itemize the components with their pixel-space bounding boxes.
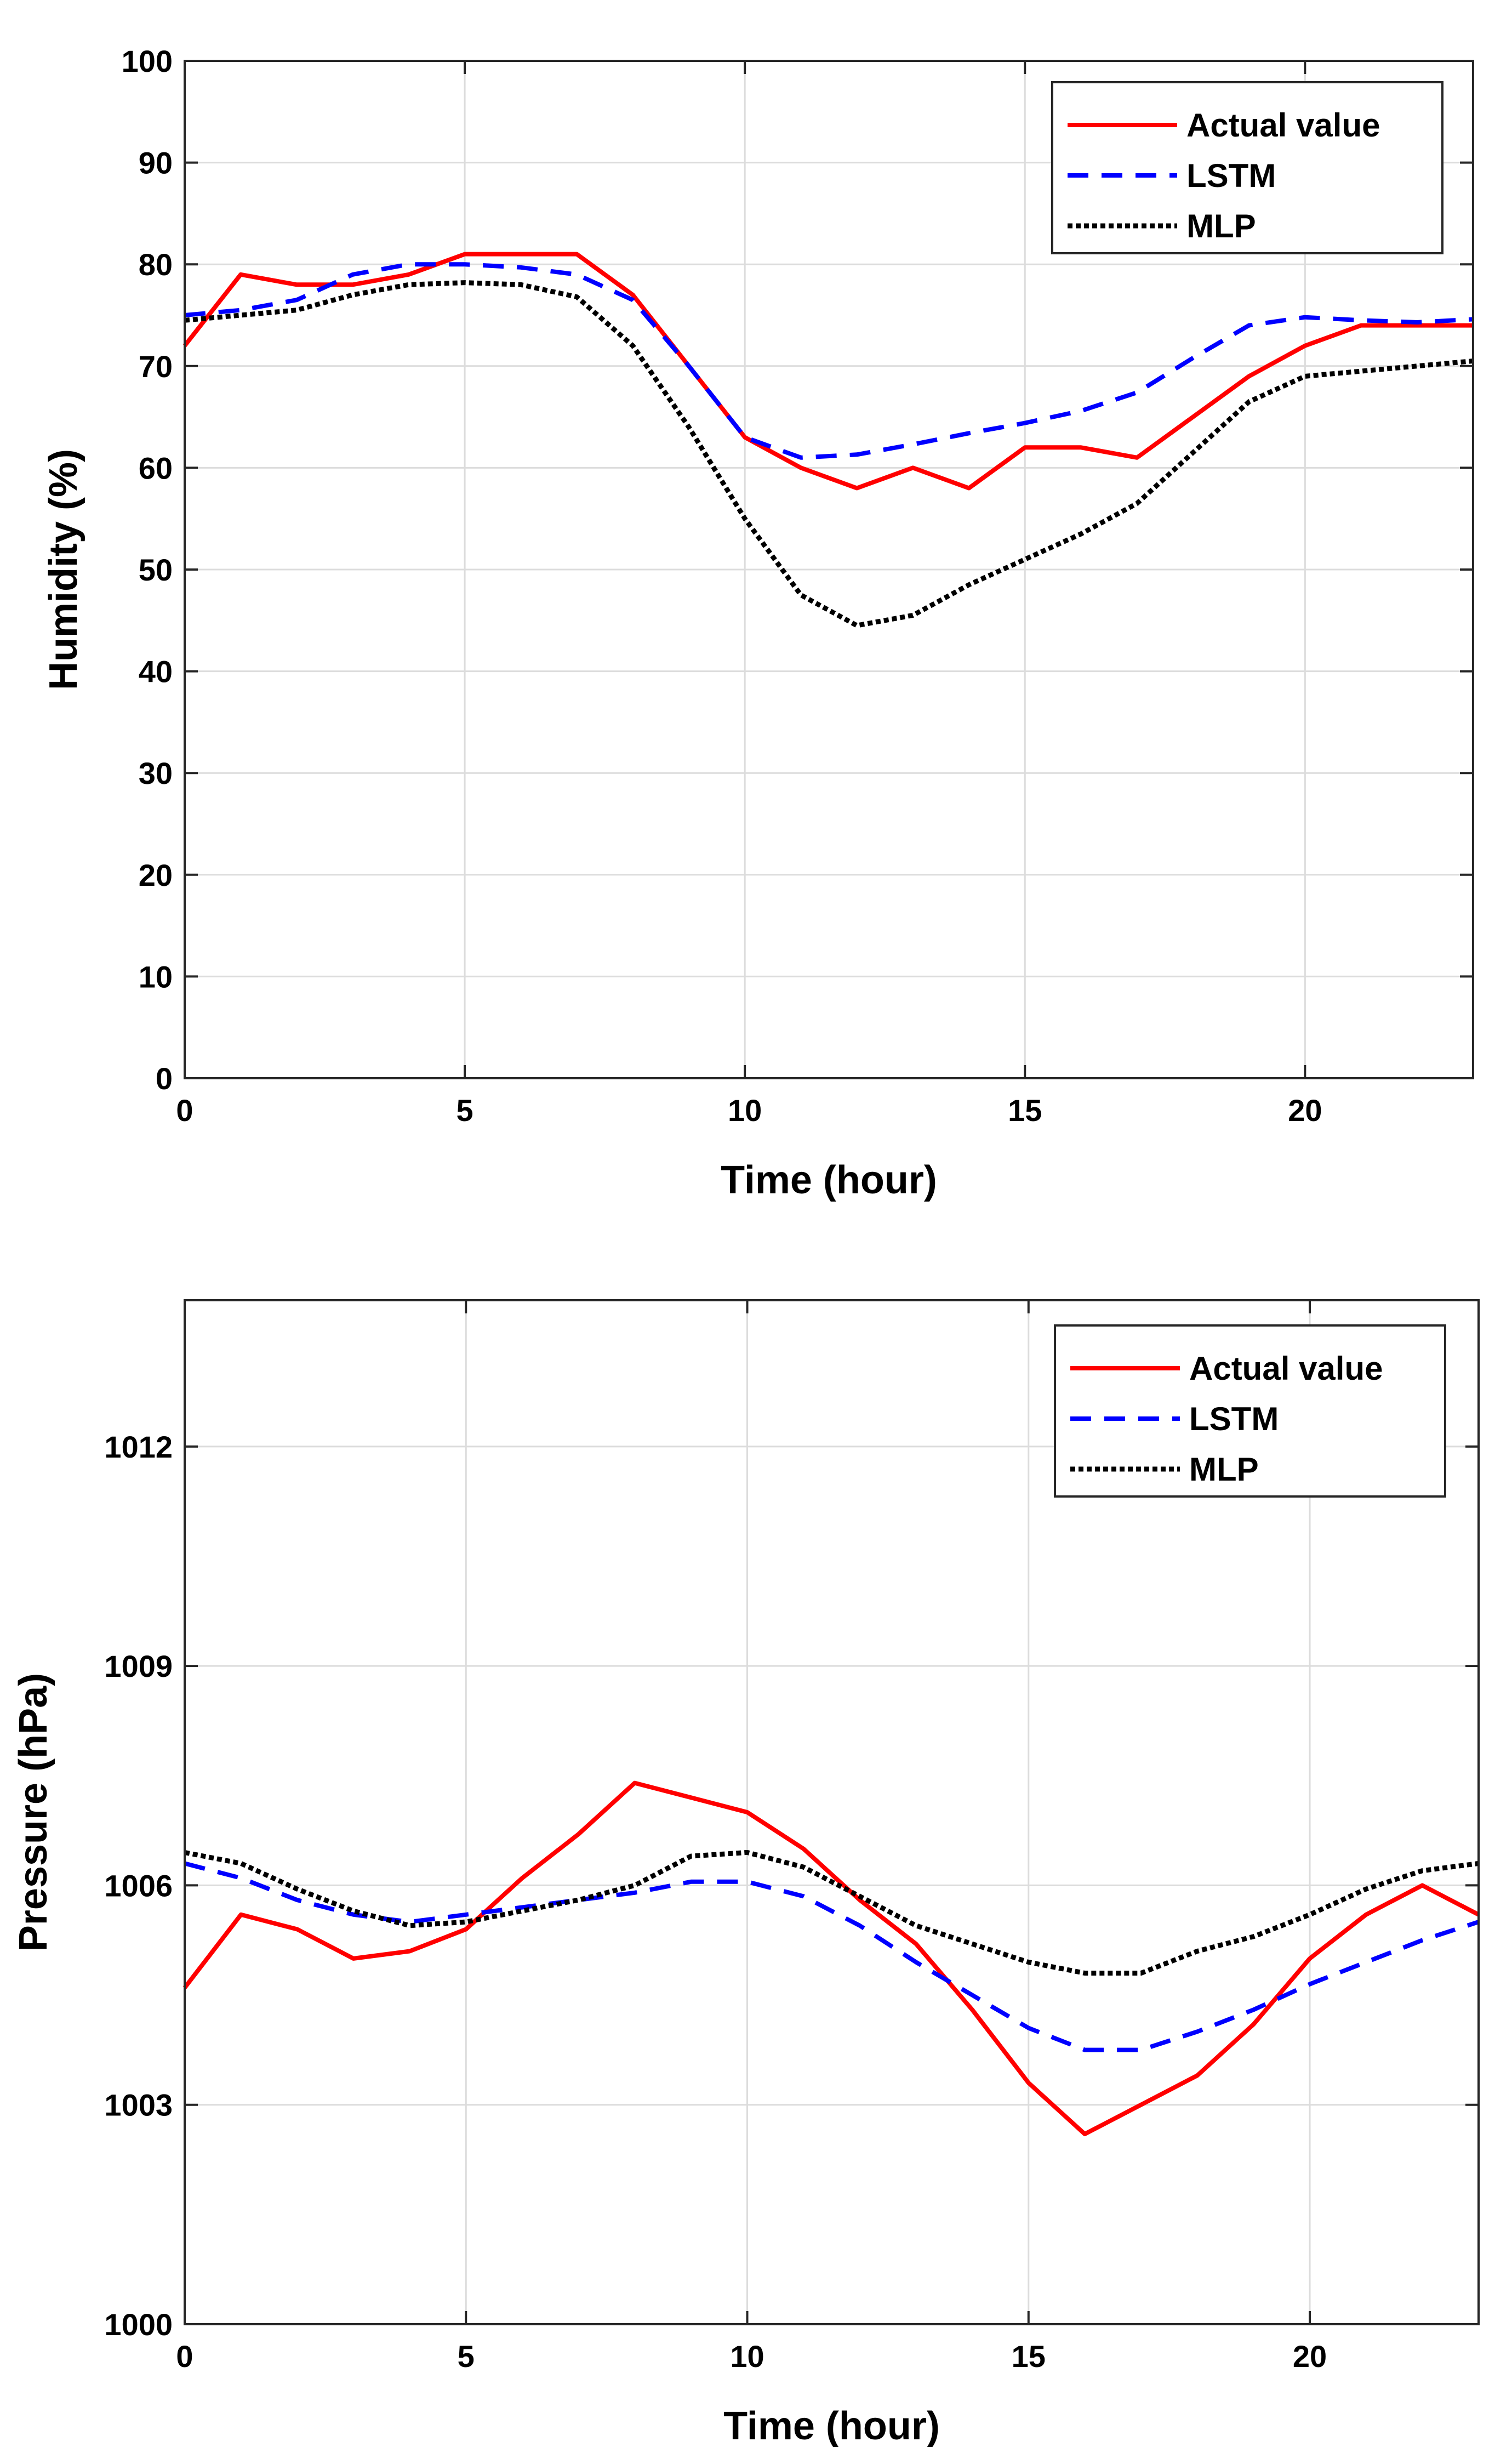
humidity-y-axis-label: Humidity (%) xyxy=(42,449,85,690)
humidity-ytick-label: 100 xyxy=(122,44,173,78)
pressure-series-actual-value xyxy=(182,1780,1480,2137)
pressure-series-lstm xyxy=(184,1861,1480,2052)
humidity-ytick-label: 70 xyxy=(139,349,173,384)
pressure-xtick-label: 20 xyxy=(1293,2339,1327,2374)
humidity-ytick-label: 0 xyxy=(156,1061,173,1096)
humidity-ytick-label: 30 xyxy=(139,756,173,790)
pressure-x-axis-label: Time (hour) xyxy=(723,2404,940,2447)
pressure-xtick-label: 10 xyxy=(730,2339,764,2374)
pressure-legend-label-1: LSTM xyxy=(1189,1401,1279,1437)
humidity-ytick-label: 40 xyxy=(139,655,173,689)
pressure-chart: 0 5 10 15 20 1000 1003 1006 1009 1012 Time (hour) P… xyxy=(12,1299,1480,2447)
humidity-ytick-label: 90 xyxy=(139,146,173,180)
humidity-series-lstm xyxy=(184,262,1474,460)
humidity-series-actual-value xyxy=(182,252,1473,491)
pressure-legend-label-0: Actual value xyxy=(1189,1350,1383,1387)
humidity-x-axis-label: Time (hour) xyxy=(721,1158,937,1202)
humidity-series-mlp xyxy=(184,280,1474,628)
pressure-legend-label-2: MLP xyxy=(1189,1451,1259,1488)
pressure-series-mlp xyxy=(184,1850,1479,1976)
humidity-xtick-label: 15 xyxy=(1008,1093,1042,1128)
humidity-xtick-label: 10 xyxy=(728,1093,762,1128)
pressure-y-axis-label: Pressure (hPa) xyxy=(12,1673,55,1951)
pressure-ytick-label: 1003 xyxy=(104,2088,173,2122)
humidity-xtick-label: 5 xyxy=(457,1093,473,1128)
humidity-ytick-label: 50 xyxy=(139,553,173,587)
pressure-ytick-label: 1009 xyxy=(104,1649,173,1683)
pressure-ytick-label: 1006 xyxy=(104,1868,173,1903)
pressure-axes-box xyxy=(184,1299,1480,2325)
humidity-xtick-label: 20 xyxy=(1288,1093,1322,1128)
humidity-ytick-label: 80 xyxy=(139,247,173,282)
pressure-ytick-label: 1012 xyxy=(104,1430,173,1464)
humidity-xtick-label: 0 xyxy=(176,1093,193,1128)
pressure-xtick-label: 5 xyxy=(458,2339,475,2374)
pressure-xtick-label: 15 xyxy=(1012,2339,1046,2374)
humidity-ytick-label: 10 xyxy=(139,959,173,994)
humidity-ytick-label: 20 xyxy=(139,858,173,892)
pressure-xtick-label: 0 xyxy=(176,2339,193,2374)
humidity-chart: 0 5 10 15 20 0 10 20 30 40 50 60 70 80 90 100 Time (hour… xyxy=(42,44,1474,1202)
humidity-ytick-label: 60 xyxy=(139,451,173,485)
humidity-legend-label-2: MLP xyxy=(1186,208,1256,244)
humidity-legend-label-0: Actual value xyxy=(1186,107,1380,144)
humidity-legend-label-1: LSTM xyxy=(1186,157,1276,194)
pressure-ytick-label: 1000 xyxy=(104,2307,173,2342)
pressure-legend: Actual value LSTM MLP xyxy=(1054,1324,1446,1498)
humidity-legend: Actual value LSTM MLP xyxy=(1051,81,1443,254)
